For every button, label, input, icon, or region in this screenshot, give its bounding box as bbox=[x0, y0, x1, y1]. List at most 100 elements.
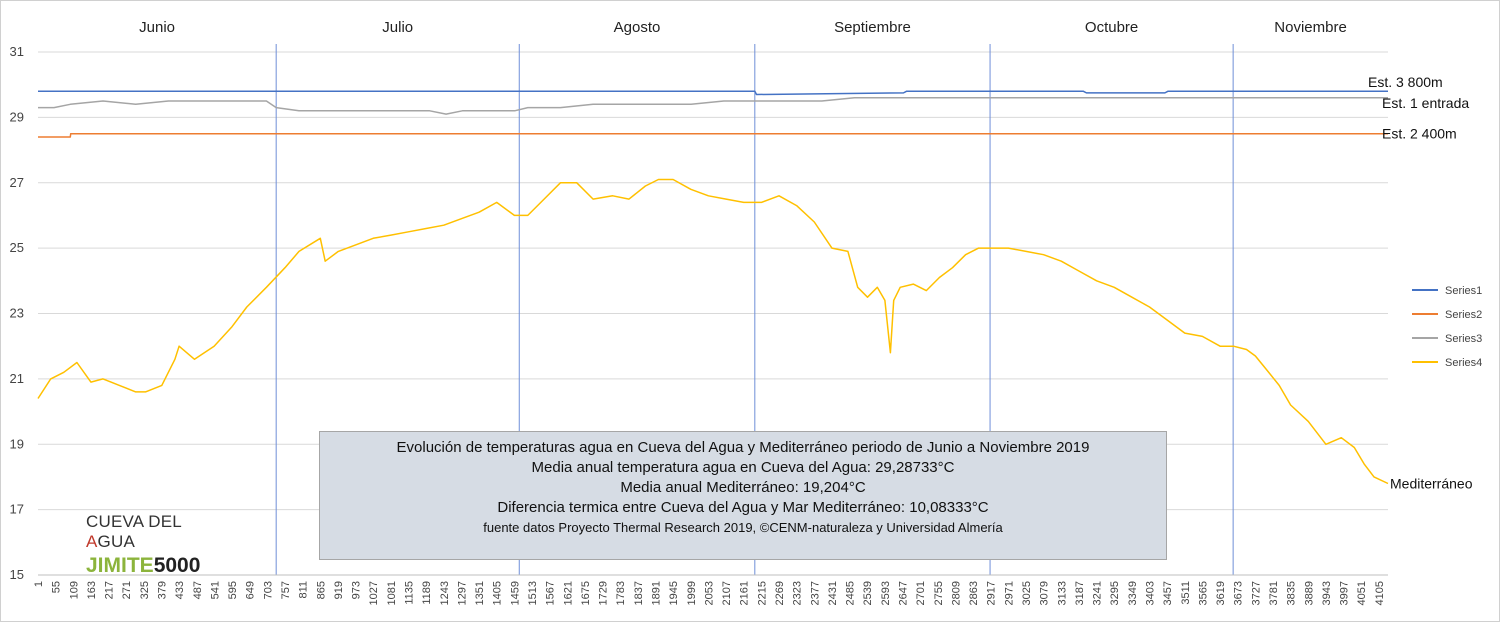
x-tick-label: 1027 bbox=[368, 581, 380, 605]
x-tick-label: 2917 bbox=[986, 581, 998, 605]
x-tick-label: 2755 bbox=[933, 581, 945, 605]
x-tick-label: 1675 bbox=[580, 581, 592, 605]
series-line-series2 bbox=[38, 132, 1388, 138]
x-tick-label: 433 bbox=[174, 581, 186, 599]
month-label: Noviembre bbox=[1274, 19, 1347, 36]
x-tick-label: 3673 bbox=[1233, 581, 1245, 605]
series-line-series1 bbox=[38, 90, 1388, 96]
x-tick-label: 2485 bbox=[845, 581, 857, 605]
x-tick-label: 2971 bbox=[1003, 581, 1015, 605]
x-tick-label: 2377 bbox=[809, 581, 821, 605]
y-tick-label: 21 bbox=[10, 371, 24, 386]
x-tick-label: 217 bbox=[104, 581, 116, 599]
y-axis: 15 17 19 21 23 25 27 29 31 bbox=[10, 44, 24, 582]
logo: CUEVA DEL AGUA JIMITE5000 bbox=[86, 512, 226, 578]
x-axis: 1 55 109 163 217 271 325 379 433 487 541 595 649 703 7… bbox=[33, 574, 1388, 605]
logo-cueva-del-agua: CUEVA DEL AGUA bbox=[86, 512, 226, 552]
x-tick-label: 1135 bbox=[403, 581, 415, 605]
x-tick-label: 3187 bbox=[1074, 581, 1086, 605]
x-tick-label: 2107 bbox=[721, 581, 733, 605]
x-tick-label: 379 bbox=[156, 581, 168, 599]
logo-text-d: JIMITE bbox=[86, 554, 154, 577]
logo-text-a: CUEVA DEL bbox=[86, 512, 182, 531]
x-tick-label: 541 bbox=[209, 581, 221, 599]
x-tick-label: 1891 bbox=[650, 581, 662, 605]
y-tick-label: 23 bbox=[10, 306, 24, 321]
x-tick-label: 595 bbox=[227, 581, 239, 599]
info-title: Evolución de temperaturas agua en Cueva … bbox=[396, 439, 1090, 456]
x-tick-label: 2215 bbox=[756, 581, 768, 605]
x-tick-label: 3997 bbox=[1339, 581, 1351, 605]
series-line-series3 bbox=[38, 97, 1388, 115]
x-tick-label: 1729 bbox=[598, 581, 610, 605]
x-tick-label: 2647 bbox=[897, 581, 909, 605]
x-tick-label: 757 bbox=[280, 581, 292, 599]
x-tick-label: 703 bbox=[262, 581, 274, 599]
x-tick-label: 919 bbox=[333, 581, 345, 599]
info-difference: Diferencia termica entre Cueva del Agua … bbox=[497, 499, 989, 516]
x-tick-label: 2701 bbox=[915, 581, 927, 605]
x-tick-label: 2053 bbox=[703, 581, 715, 605]
x-tick-label: 3889 bbox=[1303, 581, 1315, 605]
x-tick-label: 973 bbox=[351, 581, 363, 599]
x-tick-label: 1243 bbox=[439, 581, 451, 605]
logo-text-b: A bbox=[86, 532, 98, 551]
x-tick-label: 3133 bbox=[1056, 581, 1068, 605]
x-tick-label: 811 bbox=[298, 581, 310, 599]
y-tick-label: 19 bbox=[10, 436, 24, 451]
month-labels: Junio Julio Agosto Septiembre Octubre Noviemb… bbox=[139, 19, 1347, 36]
x-tick-label: 3619 bbox=[1215, 581, 1227, 605]
x-tick-label: 271 bbox=[121, 581, 133, 599]
x-tick-label: 1405 bbox=[492, 581, 504, 605]
x-tick-label: 649 bbox=[245, 581, 257, 599]
y-tick-label: 29 bbox=[10, 109, 24, 124]
x-tick-label: 2539 bbox=[862, 581, 874, 605]
x-tick-label: 865 bbox=[315, 581, 327, 599]
y-tick-label: 31 bbox=[10, 44, 24, 59]
x-tick-label: 2809 bbox=[950, 581, 962, 605]
legend-label: Series2 bbox=[1445, 309, 1482, 321]
x-tick-label: 325 bbox=[139, 581, 151, 599]
y-tick-label: 27 bbox=[10, 175, 24, 190]
x-tick-label: 3781 bbox=[1268, 581, 1280, 605]
x-tick-label: 55 bbox=[51, 581, 63, 593]
month-label: Septiembre bbox=[834, 19, 911, 36]
x-tick-label: 3241 bbox=[1092, 581, 1104, 605]
legend: Series1 Series2 Series3 Series4 bbox=[1412, 285, 1482, 369]
x-tick-label: 3727 bbox=[1250, 581, 1262, 605]
x-tick-label: 3349 bbox=[1127, 581, 1139, 605]
x-tick-label: 1567 bbox=[545, 581, 557, 605]
x-tick-label: 3943 bbox=[1321, 581, 1333, 605]
x-tick-label: 1945 bbox=[668, 581, 680, 605]
x-tick-label: 1837 bbox=[633, 581, 645, 605]
info-sea-mean: Media anual Mediterráneo: 19,204°C bbox=[620, 479, 866, 496]
series-line-series4 bbox=[37, 178, 1389, 485]
x-tick-label: 3457 bbox=[1162, 581, 1174, 605]
info-cave-mean: Media anual temperatura agua en Cueva de… bbox=[531, 459, 955, 476]
x-tick-label: 1 bbox=[33, 581, 45, 587]
x-tick-label: 1081 bbox=[386, 581, 398, 605]
x-tick-label: 3511 bbox=[1180, 581, 1192, 605]
x-tick-label: 2161 bbox=[739, 581, 751, 605]
x-tick-label: 3025 bbox=[1021, 581, 1033, 605]
x-tick-label: 3565 bbox=[1197, 581, 1209, 605]
logo-text-c: GUA bbox=[97, 532, 135, 551]
x-tick-label: 487 bbox=[192, 581, 204, 599]
x-tick-label: 2431 bbox=[827, 581, 839, 605]
x-tick-label: 1999 bbox=[686, 581, 698, 605]
x-tick-label: 3835 bbox=[1286, 581, 1298, 605]
month-label: Octubre bbox=[1085, 19, 1138, 36]
end-label-series2: Est. 2 400m bbox=[1382, 126, 1457, 142]
y-tick-label: 25 bbox=[10, 240, 24, 255]
info-source: fuente datos Proyecto Thermal Research 2… bbox=[483, 520, 1003, 535]
x-tick-label: 2269 bbox=[774, 581, 786, 605]
y-tick-label: 15 bbox=[10, 567, 24, 582]
month-label: Agosto bbox=[614, 19, 661, 36]
end-label-series1: Est. 3 800m bbox=[1368, 74, 1443, 90]
legend-label: Series4 bbox=[1445, 357, 1482, 369]
legend-label: Series3 bbox=[1445, 333, 1482, 345]
logo-text-e: 5000 bbox=[153, 554, 201, 577]
x-tick-label: 3403 bbox=[1144, 581, 1156, 605]
x-tick-label: 2323 bbox=[792, 581, 804, 605]
